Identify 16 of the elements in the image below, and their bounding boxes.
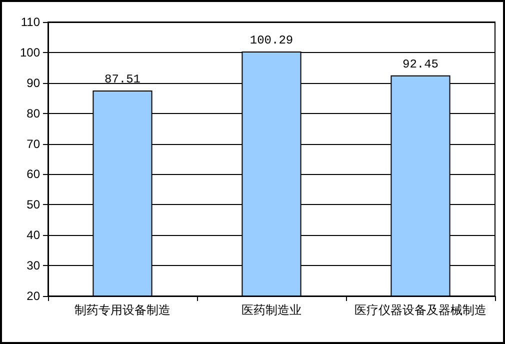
y-tick-label: 40 <box>26 228 40 242</box>
data-label: 100.29 <box>250 34 294 48</box>
y-tick-label: 100 <box>20 45 40 60</box>
y-tick-label: 30 <box>26 258 40 273</box>
y-tick-label: 90 <box>26 76 40 90</box>
y-tick-label: 110 <box>20 15 40 29</box>
y-tick-label: 60 <box>26 167 40 182</box>
x-tick-label: 医药制造业 <box>242 303 302 317</box>
y-tick-label: 50 <box>26 198 40 212</box>
data-label: 87.51 <box>104 72 141 86</box>
x-tick-label: 医疗仪器设备及器械制造 <box>354 303 486 317</box>
y-tick-label: 80 <box>26 106 40 120</box>
y-tick-label: 20 <box>26 289 40 303</box>
data-label: 92.45 <box>402 57 439 72</box>
y-tick-label: 70 <box>26 136 40 151</box>
x-tick-label: 制药专用设备制造 <box>74 303 170 317</box>
